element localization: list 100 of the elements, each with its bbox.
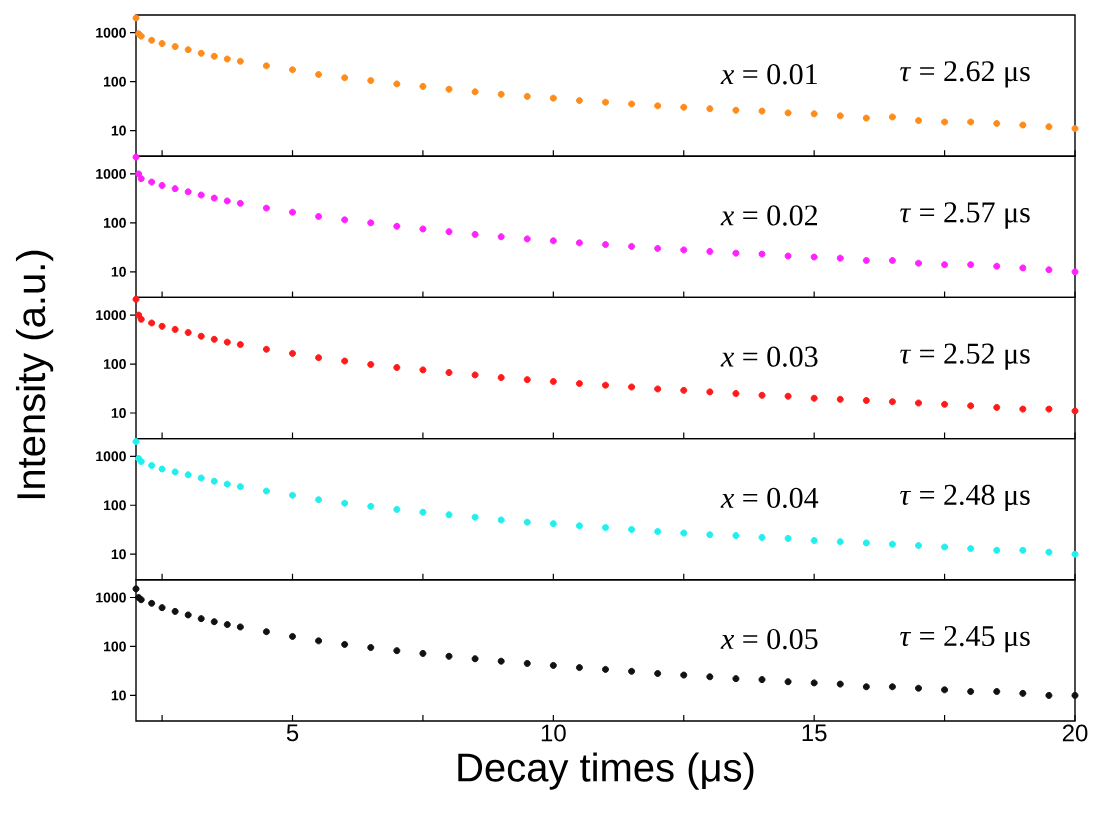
point [628,667,636,675]
point [862,257,870,265]
point [419,225,427,233]
annotation: τ = 2.62 μs [900,61,1030,88]
point [654,385,662,393]
point [680,671,688,679]
point [210,335,218,343]
point [184,46,192,54]
point [471,230,479,238]
point [628,383,636,391]
point [445,228,453,236]
x-tick-label: 15 [802,724,827,742]
point [289,66,296,74]
y-tick-label: 10 [111,408,126,418]
point [758,676,766,684]
point [888,398,896,406]
point [993,546,1001,554]
point [549,378,557,385]
point [680,386,688,394]
point [706,105,714,113]
point [784,252,792,260]
point [628,242,636,250]
point [393,222,401,230]
annotation: x = 0.01 [720,64,817,85]
point [148,36,156,44]
annotation: x = 0.05 [720,628,818,650]
y-tick-label: 100 [104,500,126,511]
point [758,250,766,258]
point [732,106,740,114]
point [184,188,192,196]
point [784,678,792,686]
y-tick-label: 10 [111,266,126,277]
point [210,618,218,626]
point [367,219,375,227]
point [732,532,740,540]
point [158,181,166,189]
point [810,679,818,687]
point [471,513,479,521]
point [523,376,531,384]
point [706,388,714,396]
point [575,522,583,530]
point [236,483,244,491]
point [171,607,179,615]
point [445,511,453,519]
point [315,496,323,504]
point [445,652,453,660]
point [680,103,688,111]
y-axis-title: Intensity (a.u.) [15,250,54,499]
point [262,345,270,353]
point [941,400,949,408]
point [262,62,270,70]
point [419,649,427,657]
point [654,528,662,536]
point [706,247,714,255]
point [210,477,218,485]
point [148,461,156,469]
annotation: τ = 2.48 μs [900,484,1030,512]
point [706,531,714,539]
point [315,637,323,645]
point [575,239,583,247]
point [810,253,818,261]
point [158,40,166,48]
y-tick-label: 1000 [96,27,126,38]
point [758,107,766,115]
point [915,684,922,692]
point [315,70,323,78]
point [148,599,156,607]
point [784,534,792,542]
point [810,394,818,402]
y-tick-label: 10 [111,690,126,701]
point [158,604,166,612]
point [289,632,296,640]
point [158,322,166,330]
point [137,175,145,183]
point [1019,405,1027,413]
point [680,246,688,254]
point [367,502,375,510]
point [197,191,205,199]
point [732,390,740,398]
point [497,657,505,665]
point [197,474,205,482]
point [341,357,349,365]
point [236,623,244,631]
point [223,197,231,205]
point [132,295,140,303]
x-axis-title: Decay times (μs) [458,752,754,790]
point [836,112,844,120]
point [289,208,296,216]
annotation: x = 0.04 [720,487,819,509]
point [1019,546,1027,554]
point [393,647,401,655]
point [236,57,244,65]
point [1019,264,1027,272]
point [158,465,166,473]
point [602,381,609,389]
point [654,102,662,110]
point [915,542,922,550]
point [471,88,479,96]
point [171,185,179,193]
point [148,178,156,186]
